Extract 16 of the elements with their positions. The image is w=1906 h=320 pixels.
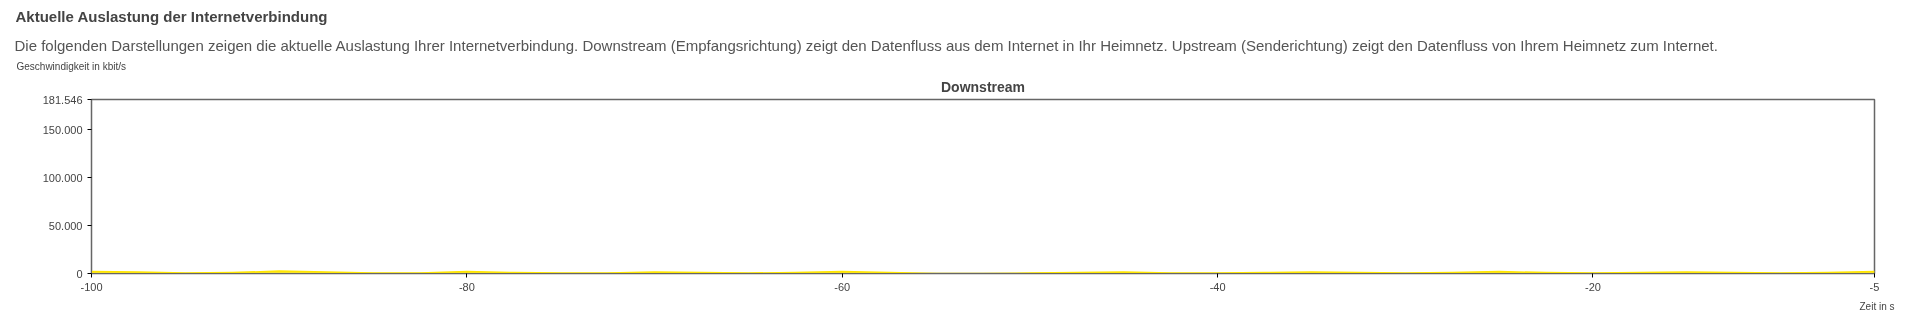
y-axis-title: Geschwindigkeit in kbit/s bbox=[16, 60, 126, 72]
y-tick-label: 50.000 bbox=[48, 219, 83, 232]
x-tick-label: -80 bbox=[458, 280, 475, 293]
x-tick-label: -5 bbox=[1869, 280, 1880, 293]
x-axis-title: Zeit in s bbox=[1859, 300, 1895, 312]
x-tick-label: -100 bbox=[80, 280, 103, 293]
x-tick-label: -20 bbox=[1585, 280, 1601, 293]
y-tick-label: 150.000 bbox=[42, 123, 83, 136]
y-tick-label: 0 bbox=[76, 267, 83, 280]
text: Downstream bbox=[940, 78, 1026, 95]
y-tick-label: 181.546 bbox=[42, 93, 83, 106]
x-tick-label: -60 bbox=[834, 280, 851, 293]
y-tick-label: 100.000 bbox=[42, 171, 83, 184]
chart-subtitle: Die folgenden Darstellungen zeigen die aktuelle Auslastung Ihrer Internetverbindung. Downstream (Empfangsrichtung) zeigt den Datenfluss aus dem Internet in Ihr Heimnetz. Upstream (Senderichtung) zeigt den Datenfluss von Ihrem Heimnetz zum Internet. bbox=[14, 36, 1718, 54]
x-tick-label: -40 bbox=[1209, 280, 1226, 293]
chart-title: Aktuelle Auslastung der Internetverbindung bbox=[15, 7, 328, 25]
